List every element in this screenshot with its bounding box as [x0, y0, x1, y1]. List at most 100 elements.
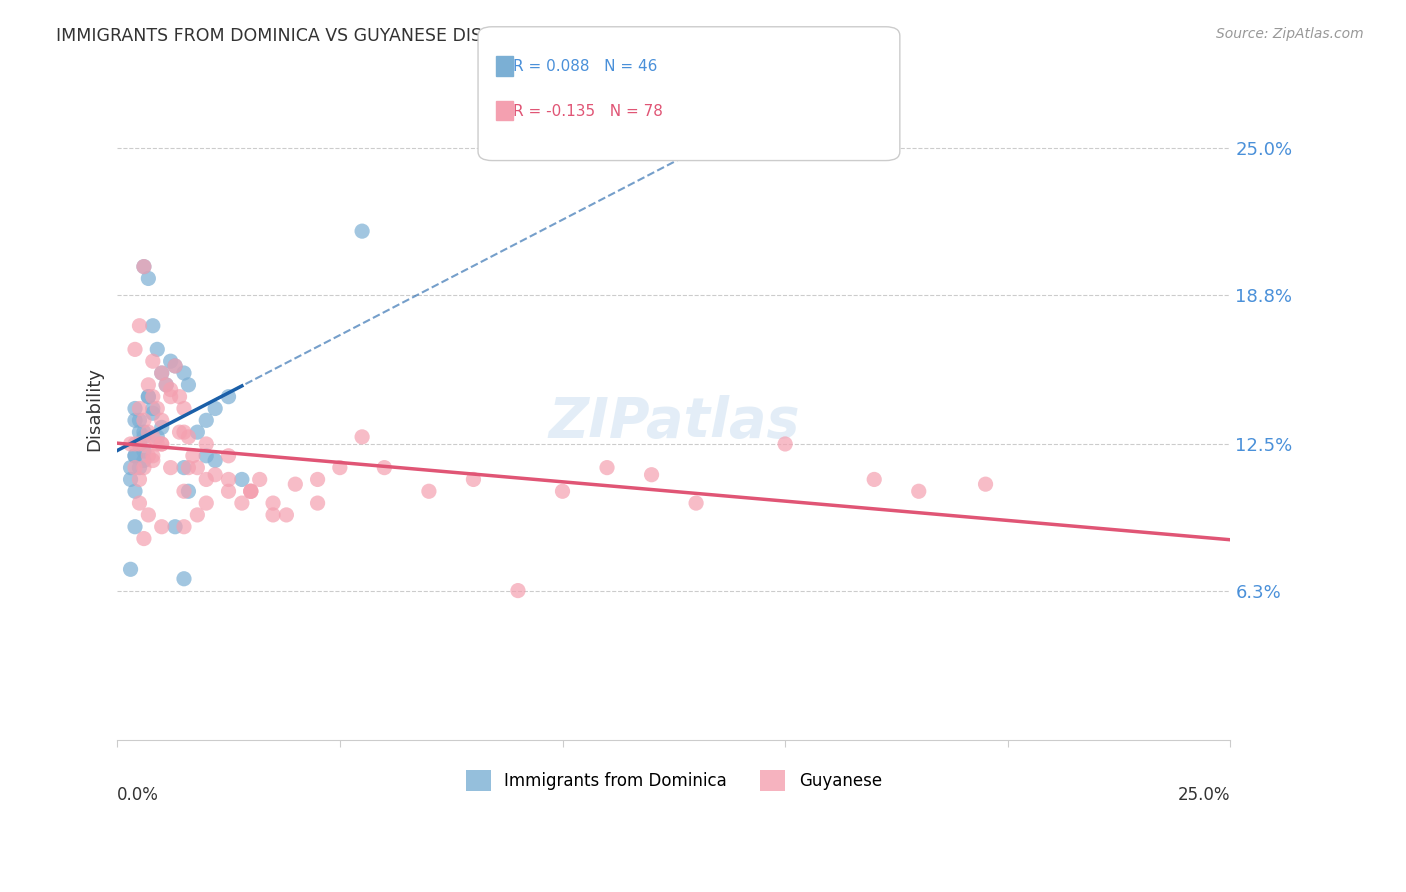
Point: [132, 430, 155, 444]
Point: [773, 437, 796, 451]
Text: 0.0%: 0.0%: [117, 786, 159, 804]
Point: [142, 406, 165, 420]
Point: [204, 467, 226, 482]
Point: [120, 562, 142, 576]
Point: [124, 449, 146, 463]
Point: [124, 437, 146, 451]
Point: [124, 520, 146, 534]
Text: R = 0.088   N = 46: R = 0.088 N = 46: [513, 60, 658, 74]
Text: ZIPatlas: ZIPatlas: [548, 395, 800, 449]
Point: [132, 532, 155, 546]
Point: [138, 508, 160, 522]
Point: [204, 453, 226, 467]
Point: [165, 359, 187, 373]
Point: [150, 437, 173, 451]
Point: [138, 449, 160, 463]
Point: [195, 472, 218, 486]
Point: [181, 449, 204, 463]
Point: [169, 390, 191, 404]
Point: [128, 437, 150, 451]
Point: [132, 444, 155, 458]
Point: [132, 413, 155, 427]
Point: [685, 496, 707, 510]
Point: [146, 343, 169, 357]
Point: [195, 437, 218, 451]
Point: [124, 413, 146, 427]
Point: [155, 377, 177, 392]
Point: [239, 484, 262, 499]
Point: [218, 449, 240, 463]
Point: [146, 437, 169, 451]
Point: [142, 430, 165, 444]
Text: R = -0.135   N = 78: R = -0.135 N = 78: [513, 104, 664, 119]
Point: [169, 425, 191, 439]
Point: [142, 390, 165, 404]
Point: [124, 401, 146, 416]
Point: [120, 437, 142, 451]
Point: [128, 437, 150, 451]
Point: [352, 430, 374, 444]
Text: IMMIGRANTS FROM DOMINICA VS GUYANESE DISABILITY CORRELATION CHART: IMMIGRANTS FROM DOMINICA VS GUYANESE DIS…: [56, 27, 742, 45]
Point: [159, 354, 181, 368]
Point: [974, 477, 997, 491]
Point: [120, 472, 142, 486]
Point: [150, 366, 173, 380]
Point: [128, 401, 150, 416]
Point: [231, 472, 253, 486]
Point: [506, 583, 529, 598]
Point: [142, 354, 165, 368]
Point: [159, 383, 181, 397]
Point: [239, 484, 262, 499]
Point: [863, 472, 886, 486]
Point: [146, 401, 169, 416]
Point: [142, 318, 165, 333]
Point: [142, 401, 165, 416]
Point: [195, 449, 218, 463]
Point: [124, 484, 146, 499]
Point: [138, 271, 160, 285]
Point: [218, 390, 240, 404]
Point: [186, 425, 208, 439]
Point: [249, 472, 271, 486]
Point: [155, 377, 177, 392]
Point: [418, 484, 440, 499]
Point: [150, 420, 173, 434]
Point: [239, 484, 262, 499]
Point: [276, 508, 298, 522]
Point: [177, 377, 200, 392]
Point: [195, 413, 218, 427]
Text: Source: ZipAtlas.com: Source: ZipAtlas.com: [1216, 27, 1364, 41]
Point: [262, 508, 284, 522]
Point: [128, 413, 150, 427]
Point: [142, 453, 165, 467]
Point: [124, 460, 146, 475]
Point: [128, 437, 150, 451]
Point: [907, 484, 929, 499]
Point: [124, 343, 146, 357]
Point: [173, 484, 195, 499]
Point: [173, 425, 195, 439]
Point: [177, 430, 200, 444]
Point: [165, 520, 187, 534]
Point: [150, 520, 173, 534]
Point: [463, 472, 485, 486]
Point: [120, 460, 142, 475]
Y-axis label: Disability: Disability: [86, 367, 103, 450]
Point: [132, 260, 155, 274]
Point: [352, 224, 374, 238]
Point: [186, 460, 208, 475]
Point: [132, 460, 155, 475]
Point: [173, 366, 195, 380]
Point: [128, 460, 150, 475]
Point: [551, 484, 574, 499]
Point: [132, 453, 155, 467]
Point: [150, 366, 173, 380]
Point: [307, 472, 329, 486]
Point: [132, 260, 155, 274]
Point: [204, 401, 226, 416]
Point: [596, 460, 619, 475]
Point: [195, 496, 218, 510]
Point: [173, 460, 195, 475]
Legend: Immigrants from Dominica, Guyanese: Immigrants from Dominica, Guyanese: [460, 764, 889, 797]
Point: [150, 437, 173, 451]
